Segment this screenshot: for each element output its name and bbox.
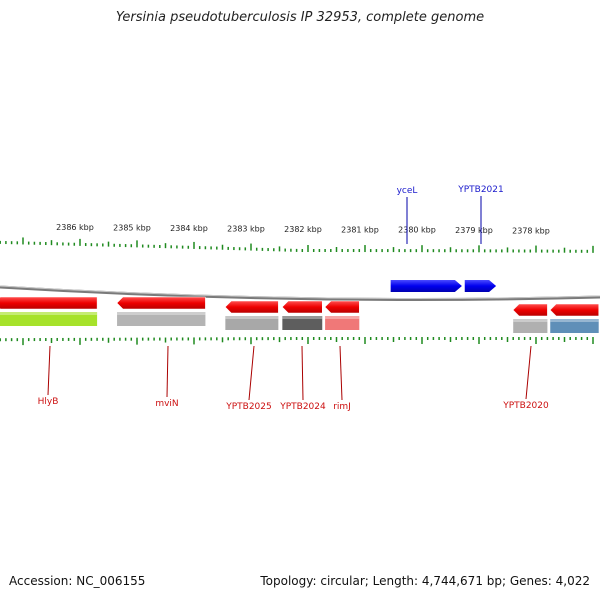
secondary-track-segment xyxy=(550,319,599,333)
gene-label-leader xyxy=(47,345,51,396)
scale-tick-label: 2386 kbp xyxy=(56,223,94,232)
scale-tick-label: 2381 kbp xyxy=(341,225,379,234)
forward-gene-arrow xyxy=(390,280,462,292)
scale-tick-label: 2385 kbp xyxy=(113,223,151,232)
secondary-track-shine xyxy=(550,319,599,322)
gene-label: YPTB2021 xyxy=(457,185,504,195)
secondary-track-segment xyxy=(117,312,206,326)
secondary-track-shine xyxy=(325,316,360,319)
secondary-track-segment xyxy=(225,316,279,330)
gene-label-leader xyxy=(166,345,169,398)
genome-backbone xyxy=(0,285,600,301)
secondary-track-shine xyxy=(117,312,206,315)
gene-label: YPTB2024 xyxy=(279,402,326,412)
reverse-gene-arrow xyxy=(549,303,599,317)
forward-strand-genes xyxy=(390,280,497,292)
gene-label-leader xyxy=(301,345,304,401)
scale-tick-label: 2382 kbp xyxy=(284,225,322,234)
gene-labels: yceL YPTB2021 HlyB mviN YPTB2025 YPTB2024 rimJ… xyxy=(38,185,549,412)
secondary-track xyxy=(0,312,599,333)
reverse-strand-genes xyxy=(0,296,599,317)
gene-label: HlyB xyxy=(38,397,59,407)
gene-label: rimJ xyxy=(333,402,351,412)
genome-title: Yersinia pseudotuberculosis IP 32953, co… xyxy=(115,10,485,25)
secondary-track-shine xyxy=(282,316,323,319)
genome-backbone-highlight xyxy=(0,285,600,299)
scale-ticks-outer xyxy=(0,237,594,253)
gene-label-leader xyxy=(525,345,532,400)
gene-label: mviN xyxy=(155,399,178,409)
reverse-gene-arrow xyxy=(281,300,323,314)
secondary-track-shine xyxy=(225,316,279,319)
reverse-gene-arrow xyxy=(116,296,206,310)
scale-ticks-inner xyxy=(0,337,594,346)
secondary-track-segment xyxy=(0,312,98,326)
secondary-track-shine xyxy=(0,312,98,315)
secondary-track-segment xyxy=(282,316,323,330)
reverse-gene-arrow xyxy=(0,296,98,310)
reverse-gene-arrow xyxy=(224,300,279,314)
forward-gene-arrow xyxy=(464,280,497,292)
secondary-track-shine xyxy=(513,319,548,322)
reverse-gene-arrow xyxy=(324,300,360,314)
gene-label: YPTB2025 xyxy=(225,402,272,412)
reverse-gene-arrow xyxy=(512,303,548,317)
scale-tick-label: 2380 kbp xyxy=(398,226,436,235)
secondary-track-segment xyxy=(325,316,360,330)
scale-tick-labels: 2386 kbp 2385 kbp 2384 kbp 2383 kbp 2382 kbp… xyxy=(56,223,550,236)
secondary-track-segment xyxy=(513,319,548,333)
scale-tick-label: 2384 kbp xyxy=(170,224,208,233)
scale-tick-label: 2383 kbp xyxy=(227,224,265,233)
scale-tick-label: 2379 kbp xyxy=(455,226,493,235)
gene-label-leader xyxy=(339,345,343,401)
gene-label: yceL xyxy=(397,186,418,196)
gene-label-leader xyxy=(248,345,255,401)
topology-label: Topology: circular; Length: 4,744,671 bp… xyxy=(260,574,590,588)
gene-label: YPTB2020 xyxy=(502,401,549,411)
accession-label: Accession: NC_006155 xyxy=(9,574,146,588)
scale-tick-label: 2378 kbp xyxy=(512,227,550,236)
